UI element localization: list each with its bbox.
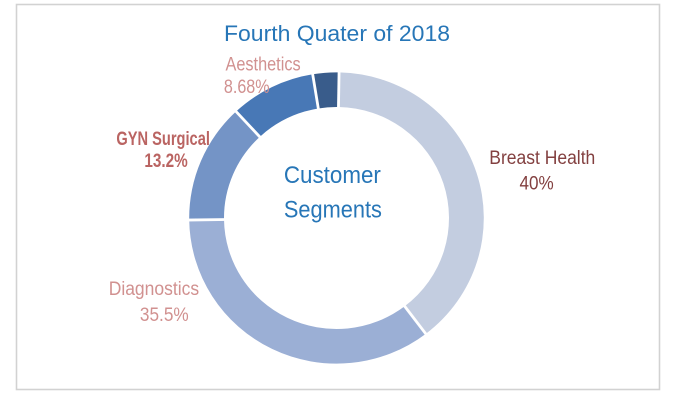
svg-text:Customer: Customer	[284, 162, 381, 189]
svg-text:35.5%: 35.5%	[140, 305, 189, 326]
svg-text:Segments: Segments	[284, 197, 382, 224]
svg-text:Diagnostics: Diagnostics	[109, 279, 199, 300]
svg-text:GYN Surgical: GYN Surgical	[116, 129, 209, 150]
svg-text:13.2%: 13.2%	[144, 151, 187, 172]
svg-text:Breast Health: Breast Health	[489, 148, 595, 169]
svg-text:40%: 40%	[520, 173, 554, 194]
svg-text:Fourth Quater of 2018: Fourth Quater of 2018	[224, 21, 450, 46]
svg-text:8.68%: 8.68%	[224, 77, 270, 98]
svg-text:Aesthetics: Aesthetics	[226, 54, 301, 75]
